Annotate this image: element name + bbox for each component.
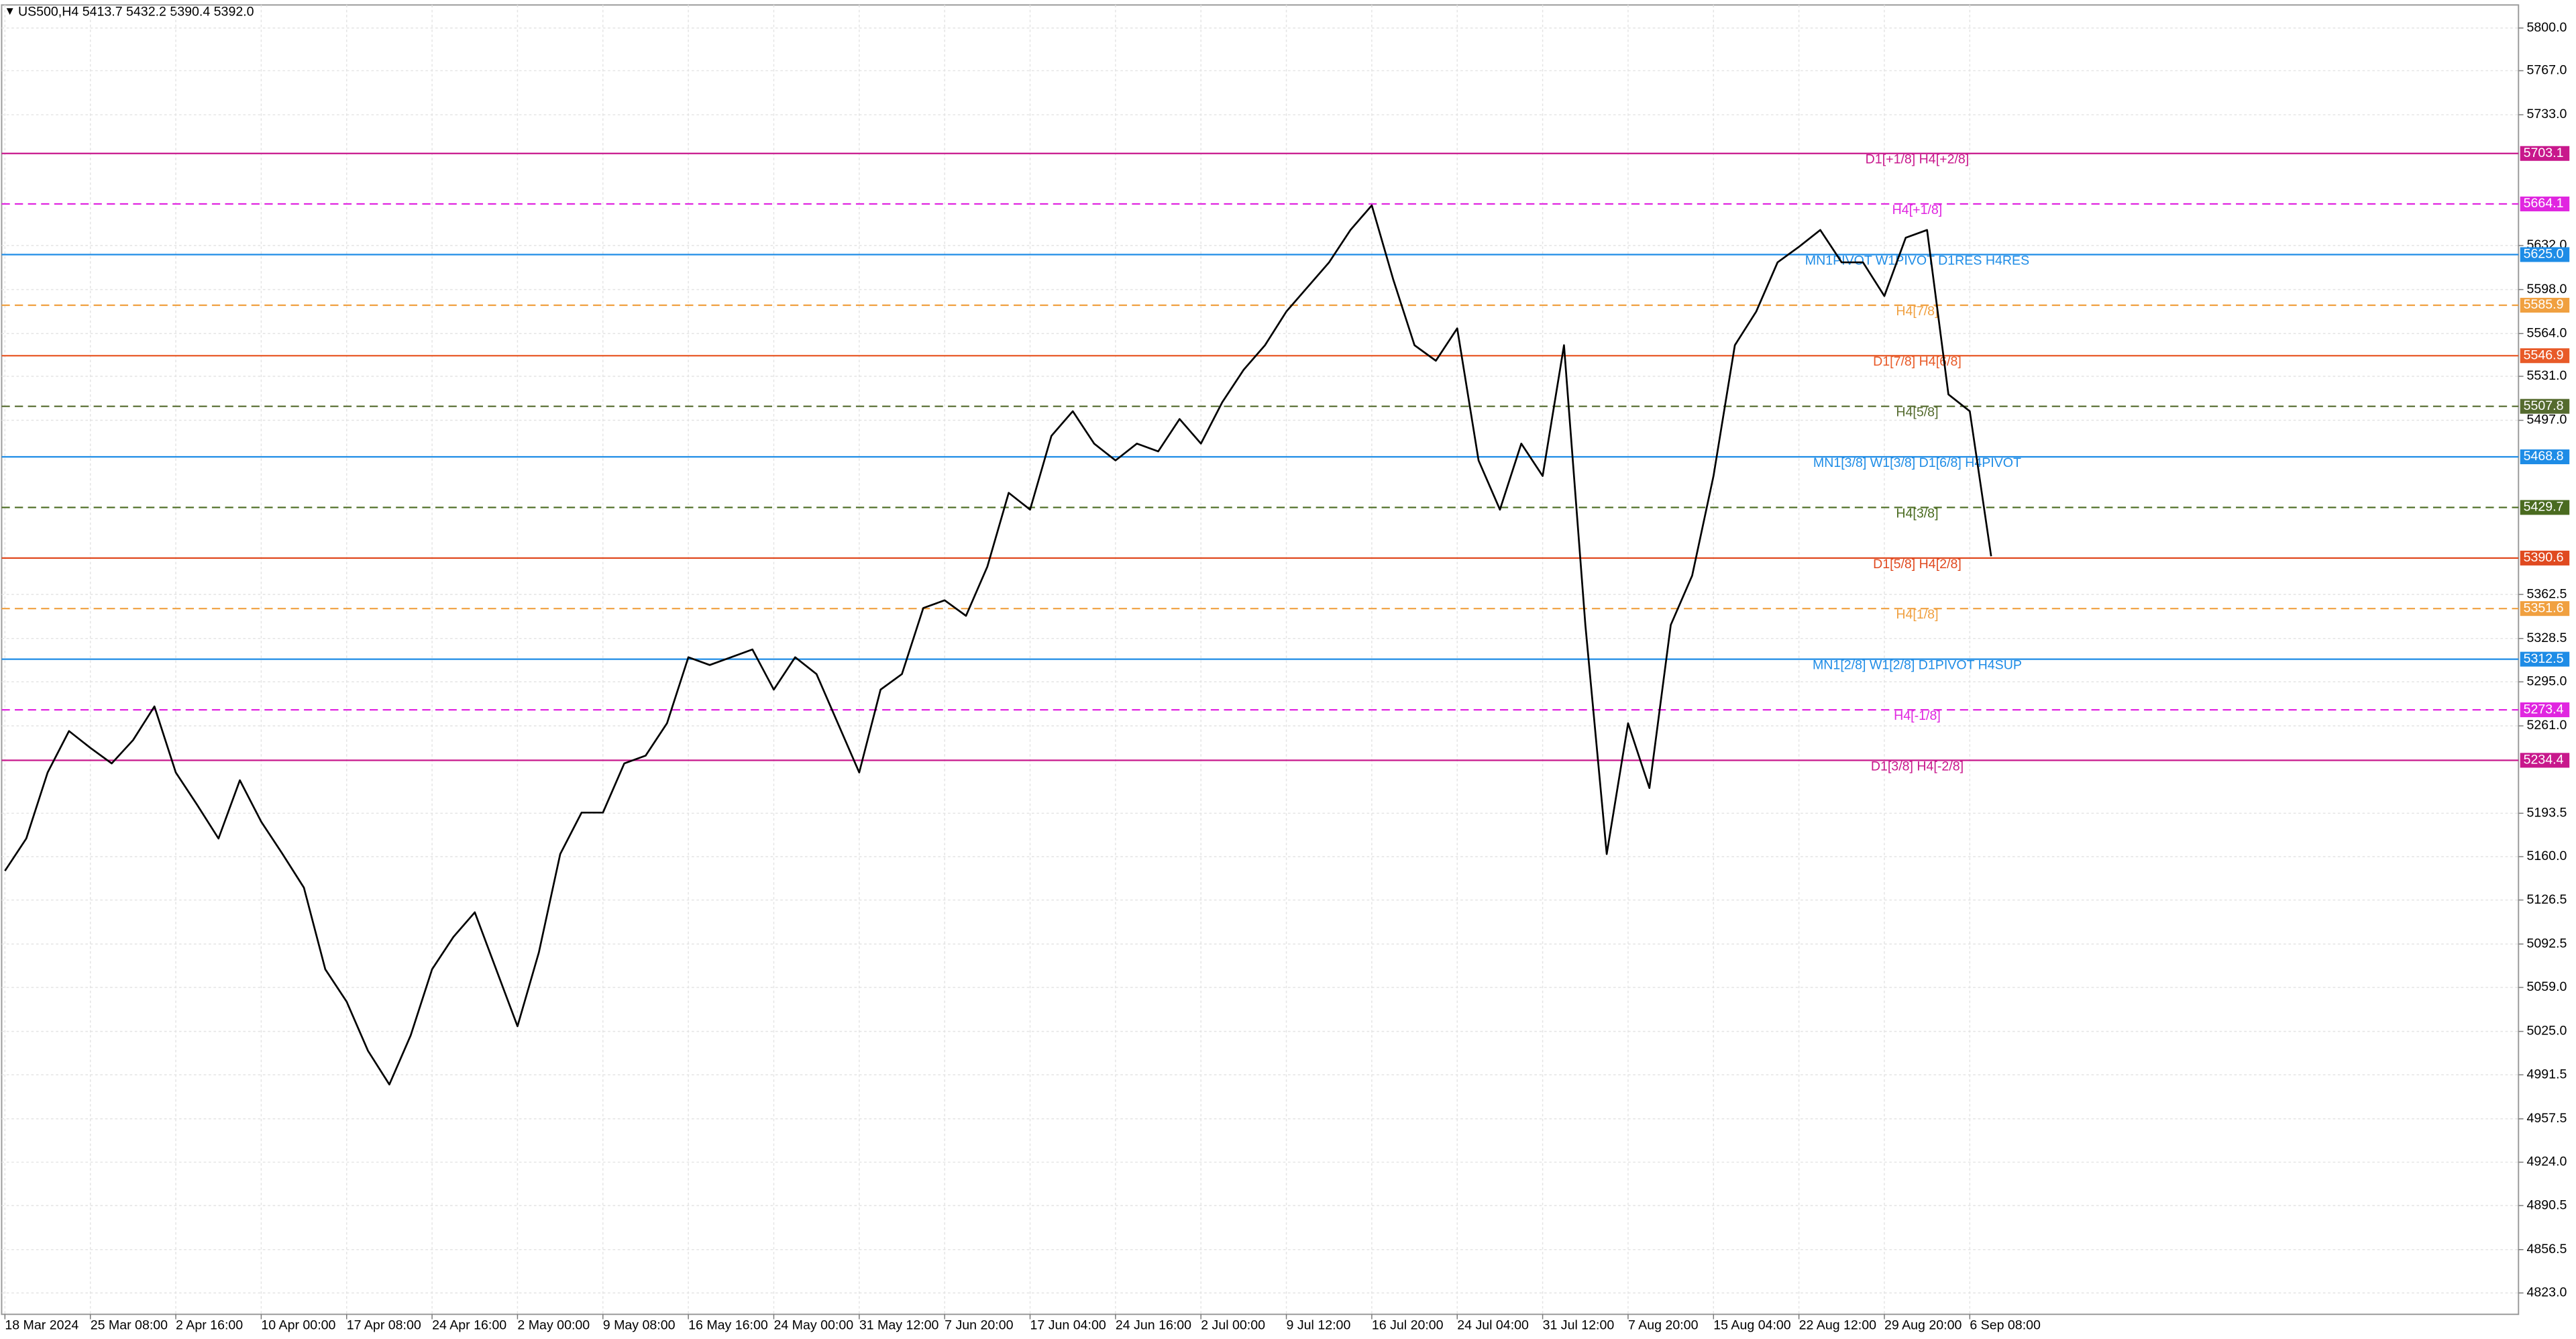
- level-label: MN1PIVOT W1PIVOT D1RES H4RES: [1805, 253, 2029, 268]
- y-tick-label: 5531.0: [2527, 368, 2567, 383]
- x-tick-label: 17 Apr 08:00: [347, 1318, 421, 1333]
- y-tick-label: 5193.5: [2527, 805, 2567, 820]
- x-tick-label: 15 Aug 04:00: [1713, 1318, 1791, 1333]
- price-box: [2520, 398, 2570, 414]
- price-box: [2520, 702, 2570, 718]
- level-label: MN1[3/8] W1[3/8] D1[6/8] H4PIVOT: [1813, 456, 2021, 470]
- y-tick-label: 5733.0: [2527, 107, 2567, 121]
- y-tick-label: 4823.0: [2527, 1285, 2567, 1300]
- x-tick-label: 2 Jul 00:00: [1201, 1318, 1265, 1333]
- level-label: H4[-1/8]: [1894, 708, 1941, 723]
- y-tick-label: 5328.5: [2527, 631, 2567, 645]
- level-label: H4[+1/8]: [1892, 203, 1943, 217]
- price-box-label: 5507.8: [2524, 398, 2564, 413]
- x-tick-label: 24 May 00:00: [773, 1318, 853, 1333]
- y-tick-label: 5160.0: [2527, 849, 2567, 863]
- price-box-label: 5312.5: [2524, 651, 2564, 666]
- x-tick-label: 16 May 16:00: [688, 1318, 768, 1333]
- price-box: [2520, 197, 2570, 212]
- price-box: [2520, 146, 2570, 161]
- x-tick-label: 7 Aug 20:00: [1628, 1318, 1699, 1333]
- price-box: [2520, 601, 2570, 617]
- y-tick-label: 5025.0: [2527, 1024, 2567, 1038]
- x-tick-label: 29 Aug 20:00: [1884, 1318, 1962, 1333]
- x-tick-label: 24 Jul 04:00: [1457, 1318, 1529, 1333]
- levels: D1[+1/8] H4[+2/8] H4[+1/8] MN1PIVOT W1PIVO…: [1, 152, 2519, 773]
- y-tick-label: 5362.5: [2527, 586, 2567, 601]
- x-tick-label: 25 Mar 08:00: [91, 1318, 168, 1333]
- x-tick-label: 24 Apr 16:00: [432, 1318, 506, 1333]
- x-tick-label: 9 Jul 12:00: [1287, 1318, 1351, 1333]
- price-box: [2520, 500, 2570, 515]
- x-tick-label: 24 Jun 16:00: [1116, 1318, 1191, 1333]
- price-line: [4, 204, 1992, 1085]
- price-box-label: 5625.0: [2524, 247, 2564, 262]
- symbol-arrow: [6, 8, 13, 15]
- price-box: [2520, 550, 2570, 566]
- price-box: [2520, 449, 2570, 464]
- price-box-label: 5585.9: [2524, 297, 2564, 312]
- price-box-label: 5351.6: [2524, 600, 2564, 615]
- level-label: H4[7/8]: [1896, 304, 1938, 319]
- y-tick-label: 5059.0: [2527, 979, 2567, 994]
- level-label: H4[1/8]: [1896, 607, 1938, 622]
- price-box: [2520, 348, 2570, 364]
- price-box-label: 5703.1: [2524, 146, 2564, 160]
- chart-title: US500,H4 5413.7 5432.2 5390.4 5392.0: [18, 5, 254, 19]
- price-box-label: 5234.4: [2524, 753, 2564, 767]
- x-tick-label: 2 May 00:00: [517, 1318, 590, 1333]
- price-box: [2520, 297, 2570, 313]
- y-tick-label: 5767.0: [2527, 63, 2567, 78]
- level-label: D1[+1/8] H4[+2/8]: [1866, 152, 1970, 167]
- price-box: [2520, 651, 2570, 667]
- level-label: H4[5/8]: [1896, 405, 1938, 420]
- level-label: D1[5/8] H4[2/8]: [1873, 557, 1962, 572]
- x-tick-label: 17 Jun 04:00: [1030, 1318, 1106, 1333]
- price-box: [2520, 247, 2570, 262]
- grid: [1, 5, 2519, 1315]
- price-box: [2520, 753, 2570, 768]
- price-box-label: 5273.4: [2524, 702, 2564, 716]
- x-tick-label: 9 May 08:00: [603, 1318, 676, 1333]
- level-label: D1[3/8] H4[-2/8]: [1871, 759, 1964, 773]
- price-box-label: 5664.1: [2524, 196, 2564, 211]
- y-tick-label: 5564.0: [2527, 325, 2567, 340]
- axes: 5800.05767.05733.05632.05598.05564.05531…: [4, 20, 2570, 1333]
- price-box-label: 5546.9: [2524, 347, 2564, 362]
- x-tick-label: 10 Apr 00:00: [261, 1318, 335, 1333]
- y-tick-label: 5800.0: [2527, 20, 2567, 35]
- price-box-label: 5429.7: [2524, 500, 2564, 515]
- x-tick-label: 31 Jul 12:00: [1543, 1318, 1615, 1333]
- level-label: D1[7/8] H4[6/8]: [1873, 354, 1962, 369]
- y-tick-label: 5497.0: [2527, 413, 2567, 427]
- price-box-label: 5468.8: [2524, 449, 2564, 464]
- x-tick-label: 6 Sep 08:00: [1970, 1318, 2041, 1333]
- level-label: H4[3/8]: [1896, 506, 1938, 521]
- x-tick-label: 31 May 12:00: [859, 1318, 939, 1333]
- y-tick-label: 4991.5: [2527, 1067, 2567, 1081]
- y-tick-label: 5261.0: [2527, 718, 2567, 733]
- y-tick-label: 5092.5: [2527, 936, 2567, 951]
- y-tick-label: 5126.5: [2527, 892, 2567, 907]
- x-tick-label: 2 Apr 16:00: [176, 1318, 243, 1333]
- y-tick-label: 4890.5: [2527, 1197, 2567, 1212]
- price-box-label: 5390.6: [2524, 550, 2564, 565]
- x-tick-label: 22 Aug 12:00: [1799, 1318, 1877, 1333]
- y-tick-label: 4924.0: [2527, 1155, 2567, 1169]
- y-tick-label: 4856.5: [2527, 1242, 2567, 1256]
- level-label: MN1[2/8] W1[2/8] D1PIVOT H4SUP: [1813, 658, 2022, 673]
- y-tick-label: 5598.0: [2527, 282, 2567, 297]
- y-tick-label: 5295.0: [2527, 674, 2567, 689]
- x-tick-label: 18 Mar 2024: [5, 1318, 78, 1333]
- series: [4, 204, 1992, 1085]
- x-tick-label: 7 Jun 20:00: [945, 1318, 1013, 1333]
- x-tick-label: 16 Jul 20:00: [1372, 1318, 1444, 1333]
- y-tick-label: 4957.5: [2527, 1111, 2567, 1126]
